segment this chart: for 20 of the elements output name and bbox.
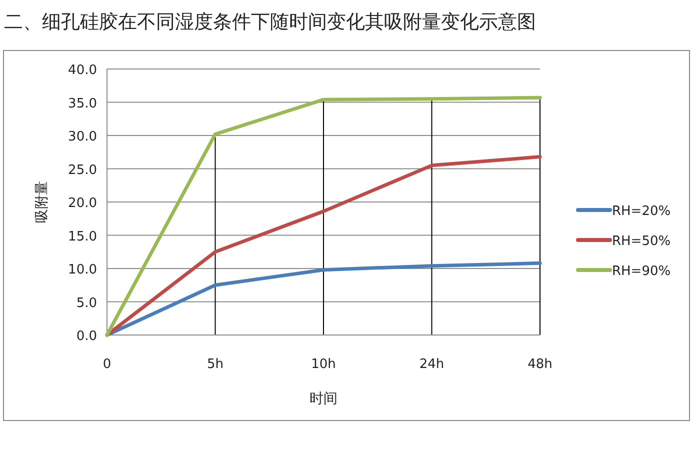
y-tick-label: 15.0: [68, 229, 97, 244]
y-tick-label: 0.0: [76, 329, 97, 344]
legend-label: RH=90%: [612, 264, 671, 279]
x-tick-label: 0: [102, 357, 112, 372]
y-tick-label: 25.0: [68, 162, 97, 178]
x-tick-label: 48h: [528, 357, 552, 372]
y-axis-title: 吸附量: [34, 181, 50, 223]
y-tick-label: 40.0: [68, 63, 97, 78]
chart-title: 二、细孔硅胶在不同湿度条件下随时间变化其吸附量变化示意图: [4, 11, 536, 33]
y-tick-label: 30.0: [68, 130, 97, 144]
legend-label: RH=50%: [612, 234, 671, 249]
y-tick-label: 10.0: [68, 262, 97, 278]
x-tick-label: 10h: [311, 357, 336, 372]
y-tick-label: 35.0: [68, 96, 97, 112]
x-tick-label: 24h: [419, 357, 444, 372]
legend-label: RH=20%: [612, 204, 671, 219]
y-tick-label: 20.0: [68, 196, 97, 211]
x-tick-label: 5h: [206, 357, 224, 372]
x-axis-title: 时间: [310, 391, 338, 407]
y-tick-label: 5.0: [76, 296, 97, 311]
